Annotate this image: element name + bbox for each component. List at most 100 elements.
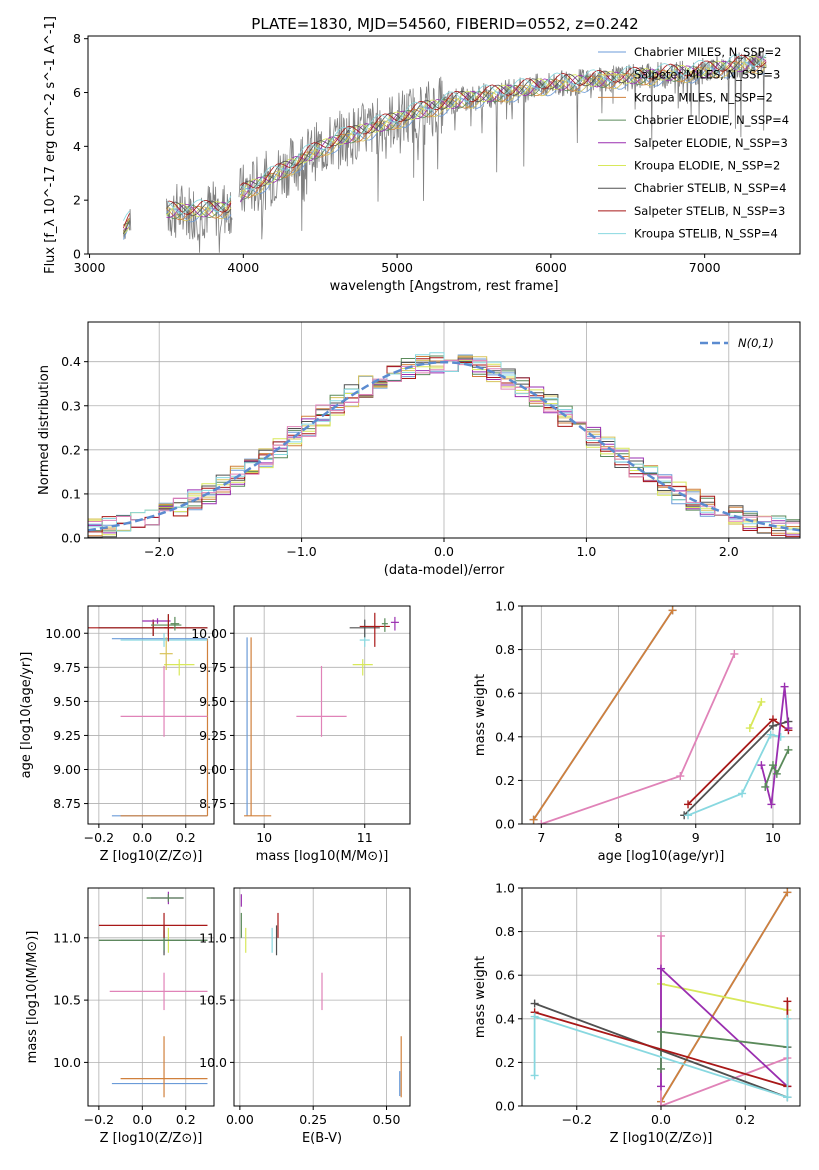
y-tick-label: 8.75 bbox=[53, 796, 81, 811]
legend-entry: Salpeter STELIB, N_SSP=3 bbox=[634, 204, 785, 218]
y-axis-label: mass weight bbox=[473, 674, 488, 756]
legend-entry: N(0,1) bbox=[738, 336, 774, 350]
x-tick-label: 0.2 bbox=[176, 830, 196, 845]
y-tick-label: 4 bbox=[73, 139, 81, 154]
axes: 10 11 8.75 9.00 9.25 9.50 9.75 10.00 mass [log10… bbox=[191, 605, 411, 864]
y-axis-label: mass [log10(M/M⊙)] bbox=[25, 931, 40, 1064]
y-tick-label: 9.75 bbox=[53, 660, 81, 675]
plot-area bbox=[244, 612, 399, 817]
plot-area bbox=[88, 614, 209, 817]
weight-marker bbox=[657, 931, 665, 940]
weight-line bbox=[687, 733, 781, 817]
y-tick-label: 10.5 bbox=[199, 993, 227, 1008]
weight-marker bbox=[657, 964, 665, 973]
weight-marker bbox=[767, 800, 776, 809]
axes: 7 8 9 10 0.0 0.2 0.4 0.6 0.8 1.0 age [log10(age/yr… bbox=[473, 599, 801, 864]
weight-marker bbox=[783, 1093, 792, 1102]
x-axis-label: Z [log10(Z/Z⊙)] bbox=[100, 849, 203, 864]
legend-entry: Salpeter MILES, N_SSP=3 bbox=[634, 68, 780, 82]
data-point bbox=[170, 616, 180, 631]
weight-marker bbox=[684, 811, 693, 820]
histogram-step bbox=[88, 359, 800, 538]
y-tick-label: 0.8 bbox=[495, 642, 515, 657]
weight-marker bbox=[745, 724, 754, 733]
panel-mass_vs_Z: −0.2 0.0 0.2 10.0 10.5 11.0 Z [log10(Z/Z⊙)] mas… bbox=[25, 887, 215, 1146]
x-axis-label: wavelength [Angstrom, rest frame] bbox=[330, 279, 559, 294]
weight-marker bbox=[768, 761, 777, 770]
panel-age_vs_mass: 10 11 8.75 9.00 9.25 9.50 9.75 10.00 mass [log10… bbox=[191, 605, 411, 864]
y-tick-label: 8.75 bbox=[199, 796, 227, 811]
x-tick-label: 10 bbox=[256, 830, 272, 845]
x-tick-label: 11 bbox=[357, 830, 373, 845]
weight-marker bbox=[783, 997, 792, 1006]
x-tick-label: 5000 bbox=[381, 260, 413, 275]
plot-area bbox=[240, 894, 402, 1098]
axes: 3000 4000 5000 6000 7000 0 2 4 6 8 wavelength [Ang… bbox=[43, 16, 801, 294]
data-point bbox=[244, 637, 272, 817]
figure-title: PLATE=1830, MJD=54560, FIBERID=0552, z=0… bbox=[251, 15, 638, 33]
y-tick-label: 0.4 bbox=[495, 1011, 515, 1026]
weight-marker bbox=[529, 815, 538, 824]
weight-marker bbox=[668, 606, 677, 615]
data-point bbox=[296, 665, 347, 737]
x-tick-label: 4000 bbox=[227, 260, 259, 275]
normal-reference-curve bbox=[88, 360, 800, 532]
weight-marker bbox=[657, 1102, 665, 1106]
weight-marker bbox=[766, 730, 775, 739]
y-tick-label: 0.6 bbox=[495, 968, 515, 983]
x-axis-label: age [log10(age/yr)] bbox=[598, 849, 725, 864]
plot-area bbox=[530, 888, 792, 1106]
plot-area bbox=[529, 606, 793, 824]
y-tick-label: 10.00 bbox=[45, 626, 81, 641]
x-tick-label: 0.0 bbox=[132, 1112, 152, 1127]
x-tick-label: −1.0 bbox=[286, 544, 316, 559]
weight-line bbox=[533, 1015, 789, 1099]
y-tick-label: 0.3 bbox=[61, 398, 81, 413]
y-tick-label: 0.0 bbox=[495, 1099, 515, 1114]
weight-line bbox=[660, 983, 788, 1011]
y-tick-label: 0.0 bbox=[495, 817, 515, 832]
plot-layer: 3000 4000 5000 6000 7000 0 2 4 6 8 wavelength [Ang… bbox=[19, 16, 801, 1146]
axes-frame bbox=[521, 605, 801, 825]
data-point bbox=[120, 1036, 208, 1098]
histogram-step bbox=[88, 352, 800, 538]
model-spectrum-line bbox=[123, 54, 767, 221]
axes-frame bbox=[233, 605, 411, 825]
y-tick-label: 9.50 bbox=[199, 694, 227, 709]
data-point bbox=[120, 633, 208, 647]
panel-spectrum: 3000 4000 5000 6000 7000 0 2 4 6 8 wavelength [Ang… bbox=[43, 16, 801, 294]
y-tick-label: 11.0 bbox=[199, 930, 227, 945]
weight-marker bbox=[780, 682, 789, 691]
x-axis-label: E(B-V) bbox=[302, 1131, 342, 1146]
data-point bbox=[120, 665, 208, 737]
plot-area bbox=[123, 50, 767, 253]
axes: −0.2 0.0 0.2 8.75 9.00 9.25 9.50 9.75 10.00 Z [lo… bbox=[19, 605, 215, 864]
x-tick-label: −0.2 bbox=[84, 830, 114, 845]
y-tick-label: 0.2 bbox=[495, 773, 515, 788]
y-tick-label: 8 bbox=[73, 31, 81, 46]
x-tick-label: 0.2 bbox=[176, 1112, 196, 1127]
panel-massweight_vs_age: 7 8 9 10 0.0 0.2 0.4 0.6 0.8 1.0 age [log10(age/yr… bbox=[473, 599, 801, 864]
legend-entry: Chabrier STELIB, N_SSP=4 bbox=[634, 181, 786, 195]
weight-marker bbox=[657, 1064, 665, 1073]
y-tick-label: 9.25 bbox=[53, 728, 81, 743]
weight-marker bbox=[730, 649, 739, 658]
y-tick-label: 1.0 bbox=[495, 599, 515, 614]
x-tick-label: 7000 bbox=[689, 260, 721, 275]
weight-marker bbox=[776, 732, 785, 741]
axes: −0.2 0.0 0.2 0.0 0.2 0.4 0.6 0.8 1.0 Z [log10(Z/Z… bbox=[473, 881, 801, 1146]
y-tick-label: 0.6 bbox=[495, 686, 515, 701]
x-tick-label: 2.0 bbox=[719, 544, 739, 559]
axes-frame bbox=[233, 887, 411, 1107]
legend-entry: Kroupa STELIB, N_SSP=4 bbox=[634, 227, 778, 241]
y-tick-label: 9.00 bbox=[53, 762, 81, 777]
y-tick-label: 11.0 bbox=[53, 930, 81, 945]
data-point bbox=[164, 614, 173, 642]
data-point bbox=[381, 618, 388, 632]
plot-area bbox=[98, 891, 208, 1098]
y-tick-label: 9.50 bbox=[53, 694, 81, 709]
y-tick-label: 1.0 bbox=[495, 881, 515, 896]
weight-marker bbox=[530, 1012, 539, 1021]
panel-mass_vs_EBV: 0.00 0.25 0.50 10.0 10.5 11.0 E(B-V) bbox=[199, 887, 411, 1146]
x-tick-label: 0.0 bbox=[132, 830, 152, 845]
